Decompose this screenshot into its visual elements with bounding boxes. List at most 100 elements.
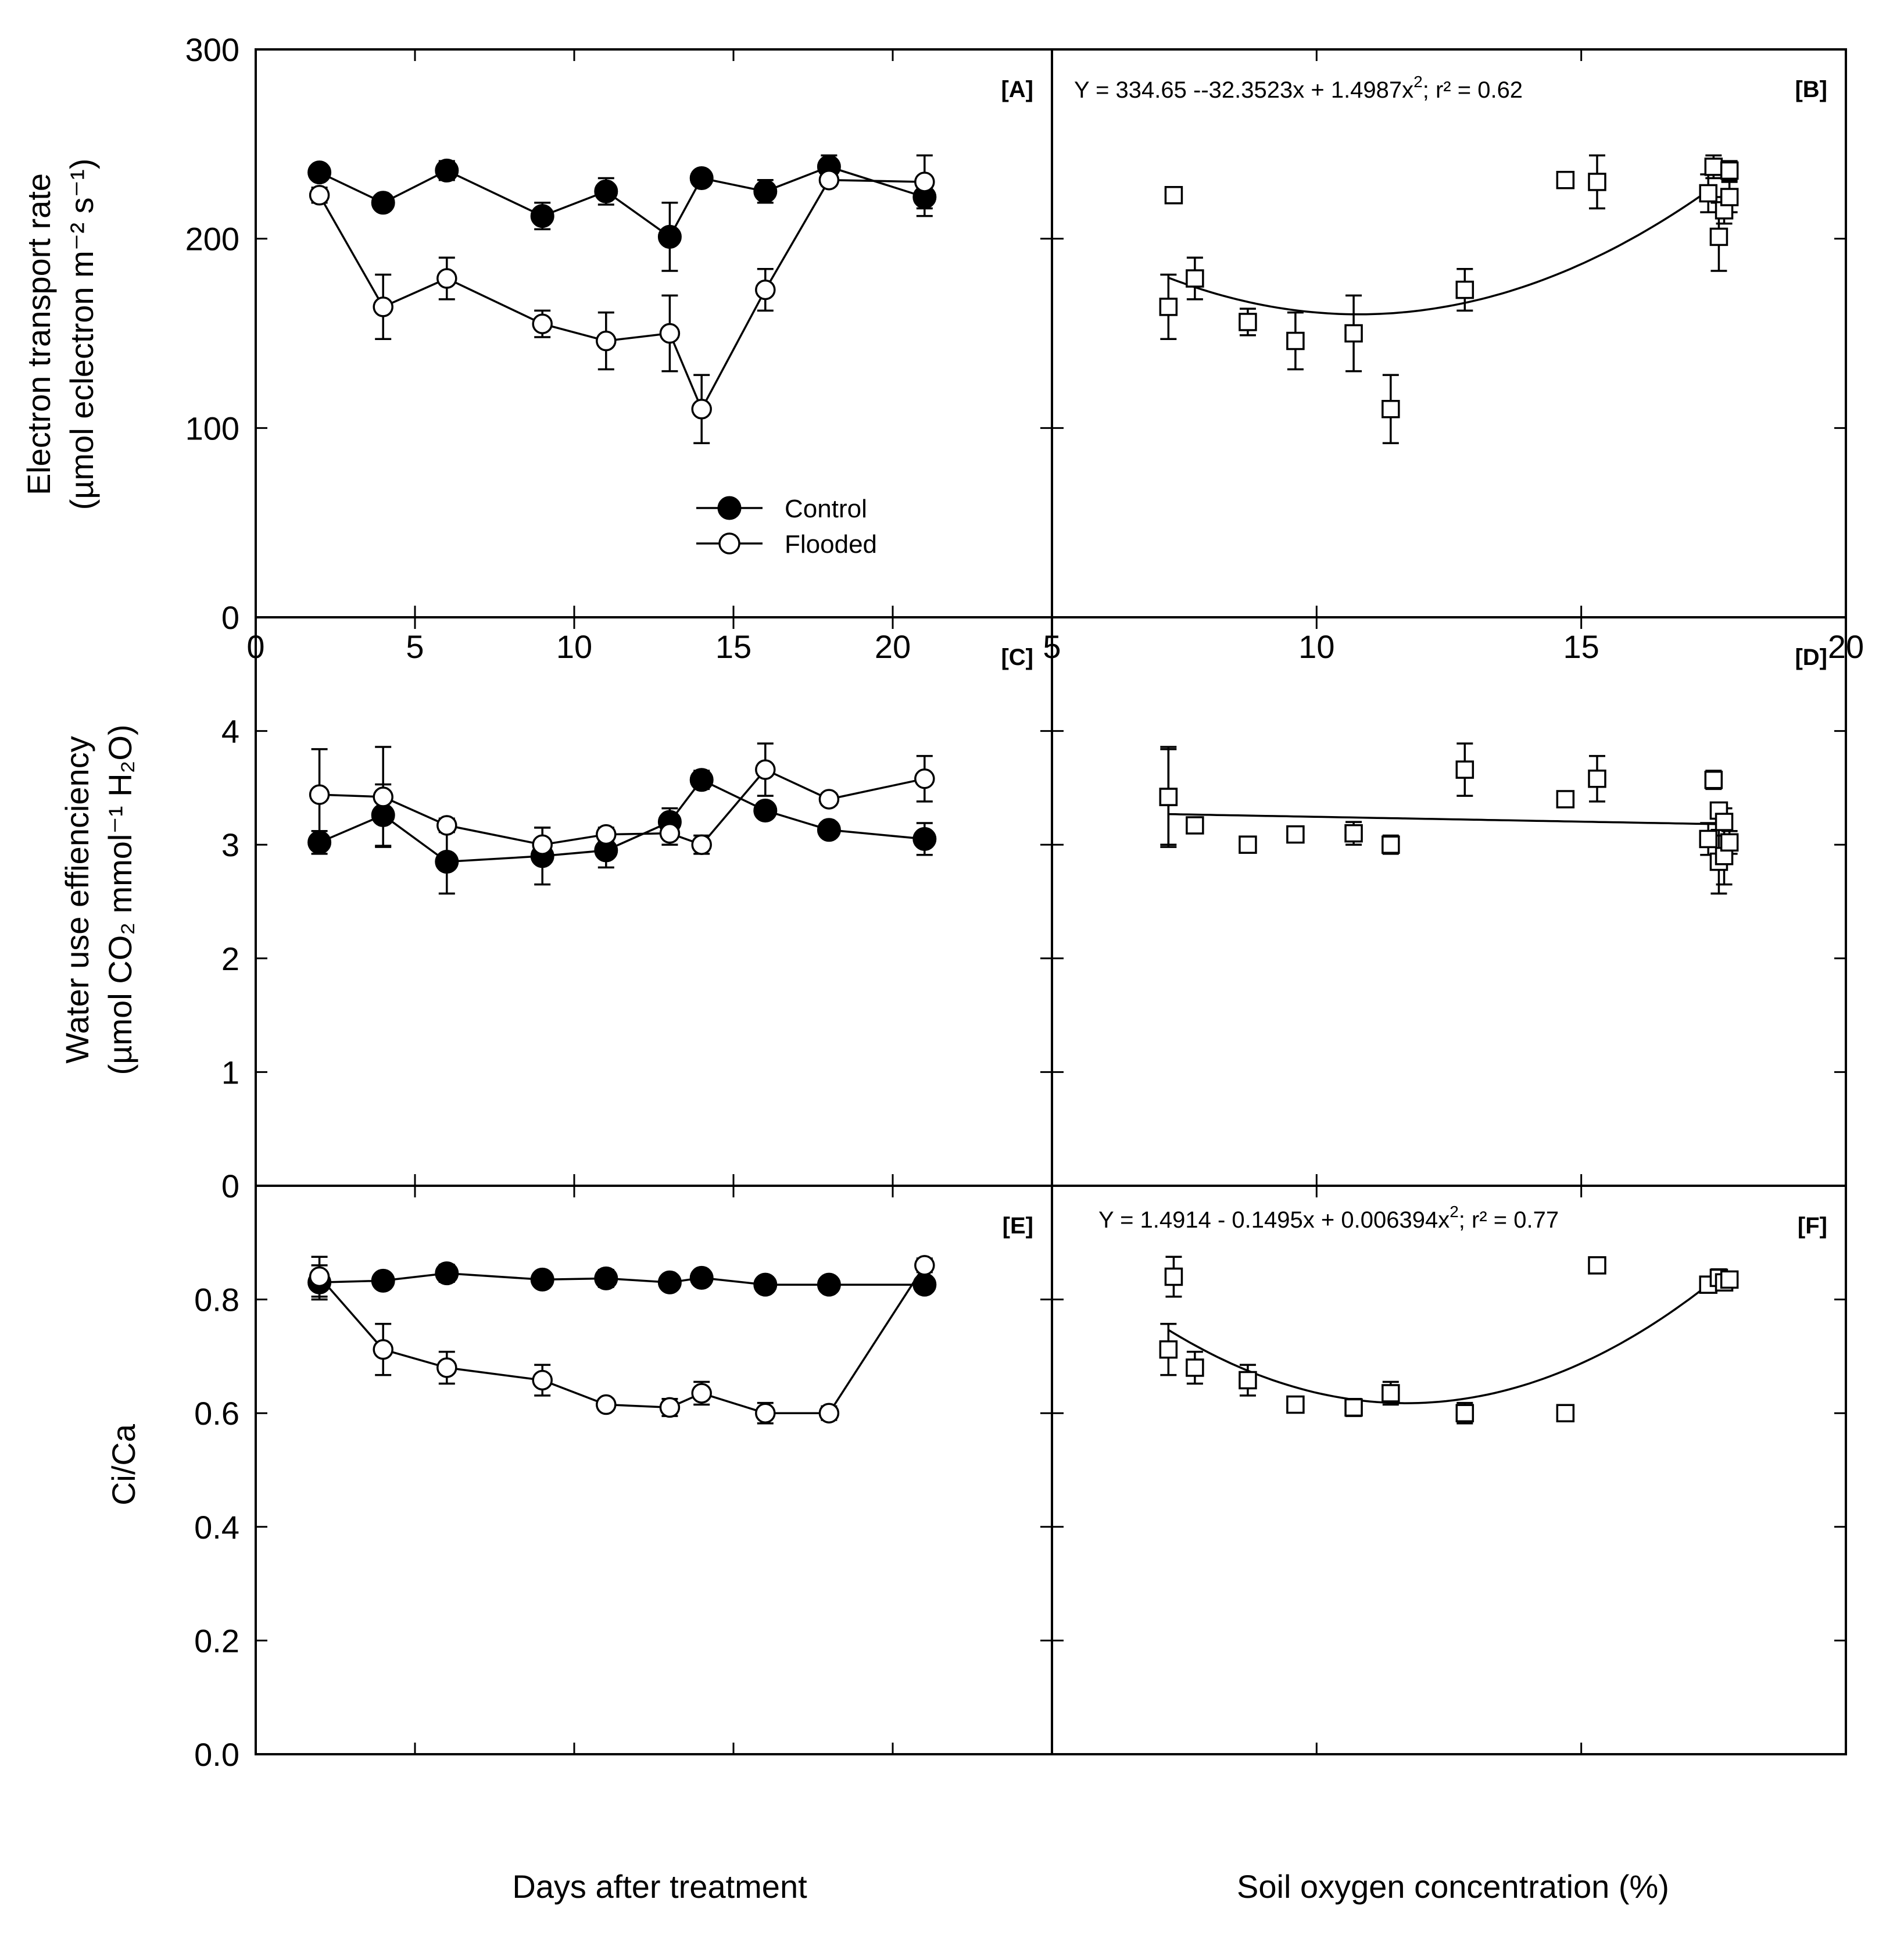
scatter-point [1588, 1256, 1606, 1275]
legend-flooded-marker [718, 532, 740, 555]
scatter-point [1186, 816, 1204, 835]
flooded-point [755, 1403, 776, 1423]
flooded-point [309, 1266, 330, 1287]
flooded-point [532, 313, 553, 334]
scatter-point [1455, 760, 1474, 779]
panel-label: [A] [1001, 77, 1033, 102]
panel-label: [B] [1795, 77, 1827, 102]
ylabel-etr-line2: (µmol eclectron m⁻² s⁻¹) [63, 159, 100, 510]
panel-b: 5 10 15 20[B] [1043, 48, 1864, 665]
panel-label: [F] [1798, 1213, 1827, 1239]
panel-f: [F] [1051, 1185, 1847, 1755]
panel-label: [C] [1001, 645, 1033, 670]
control-point [689, 768, 714, 792]
control-point [307, 160, 332, 185]
scatter-point [1186, 1358, 1204, 1377]
control-point [435, 158, 459, 183]
scatter-point [1699, 829, 1717, 849]
flooded-point [373, 296, 393, 317]
scatter-point [1239, 835, 1257, 854]
control-point [753, 1272, 778, 1297]
flooded-point [309, 784, 330, 805]
series-line-flooded [319, 768, 925, 846]
control-point [753, 179, 778, 203]
control-point [657, 1270, 682, 1294]
scatter-point [1159, 1340, 1178, 1359]
control-point [530, 1267, 554, 1292]
legend-flooded-label: Flooded [785, 530, 877, 559]
y-tick-label: 0.8 [194, 1282, 239, 1318]
scatter-point [1382, 400, 1400, 419]
y-tick-label: 1 [221, 1054, 239, 1090]
panel-label: [D] [1795, 645, 1827, 670]
y-tick-label: 3 [221, 827, 239, 863]
scatter-point [1159, 788, 1178, 806]
ylabel-wue-line1: Water use effienciency [59, 736, 95, 1063]
panel-frame [1051, 1185, 1847, 1755]
scatter-point [1556, 790, 1575, 809]
panel-frame [1051, 48, 1847, 618]
panel-frame [255, 616, 1053, 1187]
scatter-point [1164, 1267, 1183, 1286]
ylabel-wue-line2: (µmol CO₂ mmol⁻¹ H₂O) [102, 724, 138, 1075]
x-tick-label: 10 [556, 628, 592, 665]
panel-e: 0.0 0.2 0.4 0.6 0.8 [E] [194, 1185, 1053, 1773]
flooded-point [596, 330, 617, 352]
flooded-point [659, 822, 681, 844]
y-tick-label: 300 [185, 31, 239, 68]
y-tick-label: 4 [221, 713, 239, 750]
series-control [307, 154, 937, 272]
flooded-point [691, 834, 712, 855]
scatter-point [1720, 1270, 1739, 1289]
control-point [912, 827, 937, 851]
x-tick-label: 15 [1563, 628, 1599, 665]
legend-control-label: Control [785, 495, 867, 523]
scatter-point [1455, 1404, 1474, 1422]
control-point [689, 166, 714, 190]
scatter-point [1699, 184, 1717, 203]
control-point [817, 1272, 841, 1297]
control-point [689, 1265, 714, 1290]
equation-b: Y = 334.65 --32.3523x + 1.4987x2; r² = 0… [1074, 73, 1523, 103]
scatter-point [1720, 833, 1739, 852]
series-line-flooded [318, 1264, 926, 1414]
control-point [594, 179, 618, 203]
scatter-point [1239, 313, 1257, 331]
scatter-point [1159, 298, 1178, 316]
flooded-point [436, 268, 457, 289]
equation-f: Y = 1.4914 - 0.1495x + 0.006394x2; r² = … [1098, 1203, 1559, 1233]
panel-frame [1051, 616, 1847, 1187]
scatter-point [1164, 186, 1183, 205]
control-point [371, 191, 395, 215]
series-line-control [318, 778, 925, 863]
flooded-point [914, 768, 935, 789]
flooded-point [596, 824, 617, 845]
scatter-point [1588, 173, 1606, 191]
scatter-point [1344, 324, 1363, 343]
series-control [307, 768, 937, 895]
y-tick-label: 0.6 [194, 1395, 239, 1432]
x-tick-label: 10 [1298, 628, 1334, 665]
flooded-point [532, 1369, 553, 1391]
panel-c: 0 1 2 3 4 [C] [221, 616, 1053, 1204]
control-point [530, 204, 554, 228]
panel-frame [255, 48, 1053, 618]
y-tick-label: 0.0 [194, 1736, 239, 1773]
scatter-point [1704, 770, 1723, 789]
flooded-point [659, 1397, 681, 1418]
scatter-point [1286, 825, 1305, 844]
panel-d: [D] [1051, 616, 1847, 1187]
scatter-point [1720, 188, 1739, 206]
scatter-point [1344, 824, 1363, 843]
ylabel-cica: Ci/Ca [105, 1423, 142, 1505]
control-point [594, 1266, 618, 1290]
flooded-point [373, 786, 393, 807]
scatter-point [1382, 835, 1400, 854]
y-tick-label: 2 [221, 940, 239, 977]
flooded-point [914, 1255, 935, 1276]
series-line-flooded [318, 178, 925, 412]
scatter-point [1709, 227, 1728, 246]
control-point [657, 224, 682, 249]
series-line-control [319, 1272, 925, 1286]
